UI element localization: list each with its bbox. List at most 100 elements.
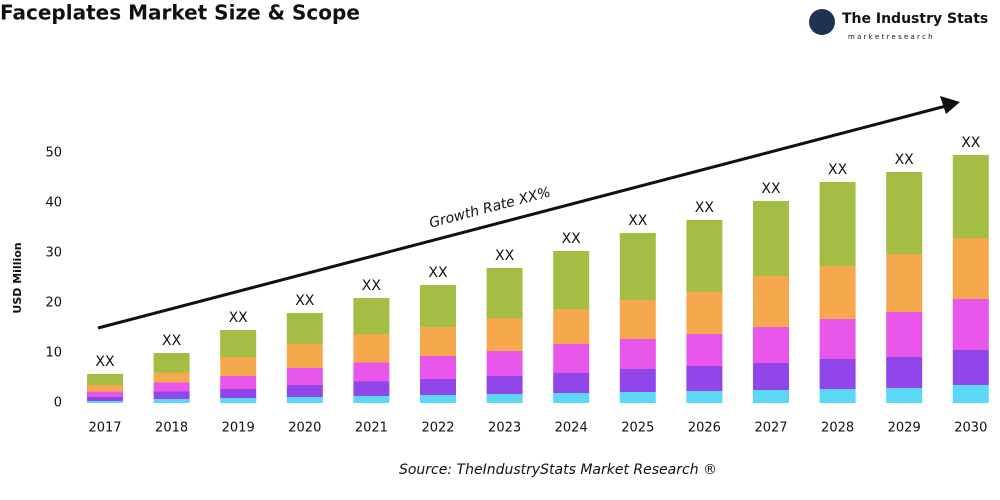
bar-segment [486,268,523,318]
total-label: XX [95,354,115,370]
logo-tagline: m a r k e t r e s e a r c h [848,33,933,41]
bar-segment [619,339,656,369]
total-label: XX [628,213,648,229]
total-label: XX [428,265,448,281]
bar-segment [220,398,257,403]
bar-segment [886,312,923,357]
x-tick-label: 2026 [688,421,721,436]
bar-segment [286,313,323,344]
bar-segment [486,394,523,403]
bar-segment [220,330,257,357]
source: Source: TheIndustryStats Market Research… [399,462,717,478]
bar-segment [353,298,390,334]
bar-segment [686,366,723,391]
total-label: XX [162,333,182,349]
bar-segment [952,385,989,403]
page-title: Faceplates Market Size & Scope [0,1,360,25]
x-tick-label: 2025 [621,421,654,436]
x-tick-label: 2020 [288,421,321,436]
bar-segment [87,391,123,397]
total-label: XX [229,310,249,326]
bar-segment [819,359,856,389]
bar-segment [353,381,390,396]
bar-segment [753,390,789,403]
x-tick-label: 2022 [421,421,454,436]
x-tick-label: 2028 [821,421,854,436]
bar-segment [686,292,723,334]
y-axis-label: USD Million [11,242,24,313]
bar-segment [886,388,923,403]
x-tick-label: 2018 [155,421,188,436]
total-label: XX [695,200,715,216]
total-label: XX [362,278,382,294]
logo-icon [809,9,835,35]
bar-segment [153,399,190,403]
x-tick-label: 2023 [488,421,521,436]
x-tick-label: 2019 [222,421,255,436]
x-tick-label: 2021 [355,421,388,436]
x-tick-label: 2029 [888,421,921,436]
bar-segment [87,397,123,401]
bar-segment [952,350,989,385]
bar-segment [353,334,390,363]
bar-segment [886,172,923,254]
bar-segment [619,233,656,300]
bar-segment [486,376,523,394]
bar-segment [286,397,323,403]
bar-segment [220,376,257,389]
total-label: XX [562,231,582,247]
x-tick-label: 2030 [954,421,987,436]
logo: The Industry Stats m a r k e t r e s e a… [809,9,988,41]
bar-segment [486,351,523,376]
total-label: XX [761,181,781,197]
bar-segment [353,396,390,403]
bar-segment [420,379,456,395]
bar-segment [553,344,590,373]
bar-segment [819,389,856,403]
growth-arrow [97,104,947,330]
bar-segment [420,285,456,327]
y-tick-label: 10 [45,346,62,361]
bar-segment [286,368,323,385]
bar-segment [553,393,590,403]
total-label: XX [961,135,981,151]
x-tick-label: 2027 [754,421,787,436]
bar-segment [486,318,523,351]
y-tick-label: 20 [45,296,62,311]
bar-segment [420,327,456,356]
bar-segment [153,353,190,373]
total-label: XX [895,152,915,168]
y-tick-label: 50 [45,146,62,161]
bar-segment [286,344,323,368]
logo-name: The Industry Stats [842,11,988,27]
bar-segment [353,362,390,382]
bar-segment [87,385,123,392]
bar-segment [952,299,989,350]
bar-segment [753,363,789,390]
bar-segment [153,382,190,392]
bar-segment [686,391,723,403]
bar-segment [153,372,190,383]
bar-segment [87,374,123,385]
y-tick-label: 30 [45,246,62,261]
bar-segment [619,300,656,339]
bar-segment [886,357,923,388]
bar-segment [686,334,723,366]
total-label: XX [295,293,315,309]
bar-segment [87,401,123,403]
y-tick-label: 40 [45,196,62,211]
bar-segment [553,373,590,393]
bar-segment [619,369,656,392]
total-label: XX [828,162,848,178]
x-tick-label: 2024 [555,421,588,436]
bar-segment [686,220,723,292]
bar-segment [753,276,789,327]
bar-segment [753,201,789,276]
total-label: XX [495,248,515,264]
bar-segment [553,309,590,344]
bar-segment [952,155,989,238]
bar-segment [952,238,989,299]
bar-segment [886,254,923,312]
arrow-head [940,96,960,114]
